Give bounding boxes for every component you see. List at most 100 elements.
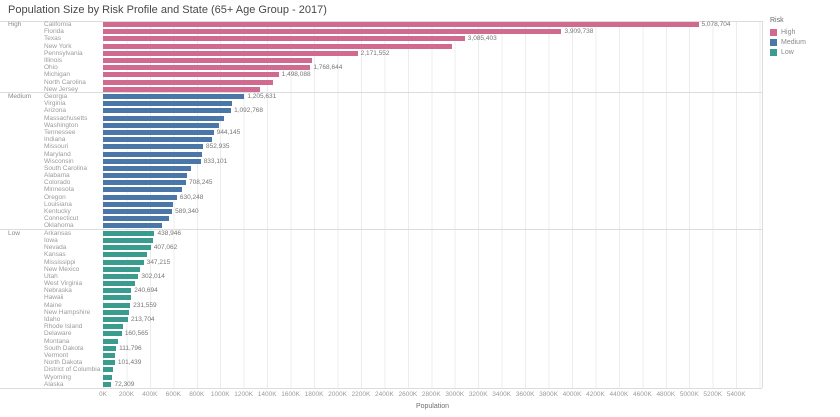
population-bar[interactable] xyxy=(103,367,113,373)
population-bar[interactable] xyxy=(103,72,279,78)
x-axis-tick: 1600K xyxy=(281,391,301,398)
state-label: Illinois xyxy=(44,56,63,64)
legend-color-swatch xyxy=(770,48,777,56)
population-bar[interactable] xyxy=(103,309,129,315)
state-row: Massachusetts xyxy=(0,115,762,122)
legend-color-swatch xyxy=(770,38,777,46)
x-axis-tick: 1200K xyxy=(234,391,254,398)
population-bar[interactable] xyxy=(103,137,213,143)
state-label: Nevada xyxy=(44,244,67,252)
state-row: Washington xyxy=(0,122,762,129)
state-label: Tennessee xyxy=(44,128,76,136)
population-bar[interactable] xyxy=(103,259,144,265)
population-bar[interactable] xyxy=(103,360,115,366)
population-bar[interactable] xyxy=(103,22,699,27)
state-row: Alabama xyxy=(0,172,762,179)
population-bar[interactable] xyxy=(103,374,113,380)
value-label: 213,704 xyxy=(131,316,155,324)
population-bar[interactable] xyxy=(103,216,169,222)
population-bar[interactable] xyxy=(103,43,452,49)
population-bar[interactable] xyxy=(103,50,358,56)
state-label: Maryland xyxy=(44,150,71,158)
population-bar[interactable] xyxy=(103,144,203,150)
x-axis-tick: 3600K xyxy=(515,391,535,398)
risk-group-medium: Medium Georgia 1,205,631 Virginia Arizona 1,0… xyxy=(0,93,762,230)
value-label: 5,078,704 xyxy=(701,21,731,28)
population-bar[interactable] xyxy=(103,288,132,294)
state-row: Arizona 1,092,768 xyxy=(0,107,762,114)
population-bar[interactable] xyxy=(103,345,117,351)
legend-item-high[interactable]: High xyxy=(770,27,836,37)
population-bar[interactable] xyxy=(103,122,219,128)
population-bar[interactable] xyxy=(103,180,187,186)
state-row: Nevada 407,062 xyxy=(0,244,762,251)
population-bar[interactable] xyxy=(103,86,261,92)
population-bar[interactable] xyxy=(103,266,140,272)
population-bar[interactable] xyxy=(103,101,232,107)
state-row: Kentucky 589,340 xyxy=(0,208,762,215)
state-label: Louisiana xyxy=(44,200,72,208)
population-bar[interactable] xyxy=(103,187,183,193)
population-bar[interactable] xyxy=(103,57,312,63)
legend-item-low[interactable]: Low xyxy=(770,47,836,57)
risk-group-label: High xyxy=(8,21,22,28)
state-label: Rhode Island xyxy=(44,323,83,331)
state-row: Florida 3,909,738 xyxy=(0,28,762,35)
risk-group-low: Low Arkansas 438,946 Iowa Nevada 407,062 Kansa… xyxy=(0,230,762,388)
population-bar[interactable] xyxy=(103,108,232,114)
population-bar[interactable] xyxy=(103,273,139,279)
state-label: Connecticut xyxy=(44,215,79,223)
population-bar[interactable] xyxy=(103,245,151,251)
population-bar[interactable] xyxy=(103,94,245,99)
x-axis-tick: 2600K xyxy=(398,391,418,398)
state-row: Kansas xyxy=(0,251,762,258)
legend-item-medium[interactable]: Medium xyxy=(770,37,836,47)
population-bar[interactable] xyxy=(103,201,174,207)
population-bar[interactable] xyxy=(103,194,177,200)
state-row: Colorado 708,245 xyxy=(0,179,762,186)
population-bar[interactable] xyxy=(103,331,122,337)
population-bar[interactable] xyxy=(103,317,129,323)
state-label: New Hampshire xyxy=(44,308,91,316)
population-bar[interactable] xyxy=(103,324,124,330)
population-bar[interactable] xyxy=(103,151,202,157)
x-axis-tick: 800K xyxy=(189,391,205,398)
population-bar[interactable] xyxy=(103,173,187,179)
plot-border-top xyxy=(0,21,762,22)
state-row: Texas 3,085,403 xyxy=(0,35,762,42)
x-axis-tick: 5000K xyxy=(679,391,699,398)
population-bar[interactable] xyxy=(103,295,131,301)
population-bar[interactable] xyxy=(103,79,273,85)
population-bar[interactable] xyxy=(103,302,131,308)
population-bar[interactable] xyxy=(103,158,201,164)
state-row: Louisiana xyxy=(0,201,762,208)
x-axis-tick: 4000K xyxy=(562,391,582,398)
population-bar[interactable] xyxy=(103,237,153,243)
legend-label: Medium xyxy=(781,38,806,46)
state-row: Oregon 630,248 xyxy=(0,194,762,201)
population-bar[interactable] xyxy=(103,65,311,71)
risk-group-label: Medium xyxy=(8,93,32,100)
population-bar[interactable] xyxy=(103,281,135,287)
state-row: West Virginia xyxy=(0,280,762,287)
x-axis-tick: 2200K xyxy=(351,391,371,398)
population-bar[interactable] xyxy=(103,36,465,42)
population-bar[interactable] xyxy=(103,129,214,135)
value-label: 833,101 xyxy=(203,157,228,165)
population-bar[interactable] xyxy=(103,338,119,344)
state-label: Vermont xyxy=(44,351,69,359)
population-bar[interactable] xyxy=(103,223,163,229)
population-bar[interactable] xyxy=(103,165,191,171)
population-bar[interactable] xyxy=(103,381,112,387)
population-bar[interactable] xyxy=(103,29,562,35)
population-bar[interactable] xyxy=(103,115,224,121)
population-bar[interactable] xyxy=(103,252,147,258)
x-axis-tick: 1000K xyxy=(210,391,230,398)
population-bar[interactable] xyxy=(103,209,173,214)
state-label: Alabama xyxy=(44,172,70,180)
population-bar[interactable] xyxy=(103,352,116,358)
x-axis-tick: 1400K xyxy=(257,391,277,398)
population-bar[interactable] xyxy=(103,230,155,236)
state-row: Tennessee 944,145 xyxy=(0,129,762,136)
value-label: 72,309 xyxy=(114,380,135,388)
